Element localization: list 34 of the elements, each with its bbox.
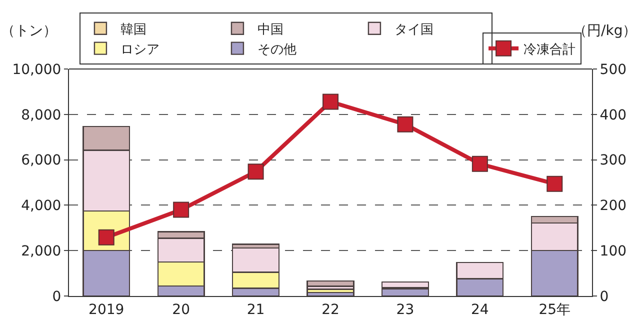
legend-label: 韓国 (120, 22, 146, 38)
y-tick-label: 10,000 (12, 62, 62, 78)
point (397, 116, 414, 132)
x-tick-label: 20 (172, 302, 190, 318)
point (173, 202, 190, 218)
legend-label: その他 (257, 42, 296, 58)
x-tick-label: 23 (396, 302, 414, 318)
point (322, 94, 338, 110)
y-tick-label: 8,000 (21, 107, 62, 124)
y-tick-label: 2,000 (21, 244, 62, 260)
y2-axis-title: （円/kg） (573, 23, 637, 39)
point (248, 164, 264, 180)
point (546, 176, 563, 192)
x-tick-label: 21 (246, 302, 265, 318)
x-tick-label: 2019 (88, 302, 124, 318)
y2-tick-label: 0 (600, 288, 609, 305)
legend-label: 冷凍合計 (524, 42, 576, 58)
y-axis-title: （トン） (1, 23, 57, 39)
y2-tick-label: 100 (600, 244, 627, 260)
x-tick-label: 25年 (538, 302, 571, 318)
y-tick-label: 4,000 (21, 198, 62, 214)
bar (306, 280, 354, 287)
legend-label: ロシア (120, 42, 160, 58)
legend-label: 中国 (257, 22, 284, 38)
legend-label: タイ国 (394, 22, 434, 38)
y-tick-label: 0 (52, 288, 62, 305)
x-tick-label: 22 (322, 302, 340, 318)
y2-tick-label: 300 (600, 152, 627, 169)
y2-tick-label: 400 (600, 107, 627, 124)
y2-tick-label: 200 (600, 198, 627, 214)
x-tick-label: 24 (471, 302, 489, 318)
y2-tick-label: 500 (600, 62, 627, 78)
point (472, 156, 488, 172)
y-tick-label: 6,000 (21, 152, 62, 169)
